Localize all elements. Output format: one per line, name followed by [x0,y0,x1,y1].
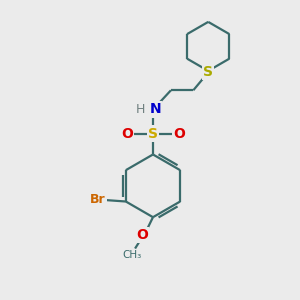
Text: S: S [203,65,213,80]
Text: CH₃: CH₃ [122,250,142,260]
Text: N: N [150,102,161,116]
Text: O: O [173,127,185,141]
Text: H: H [136,103,145,116]
Text: O: O [136,228,148,242]
Text: S: S [148,127,158,141]
Text: Br: Br [90,193,106,206]
Text: O: O [121,127,133,141]
